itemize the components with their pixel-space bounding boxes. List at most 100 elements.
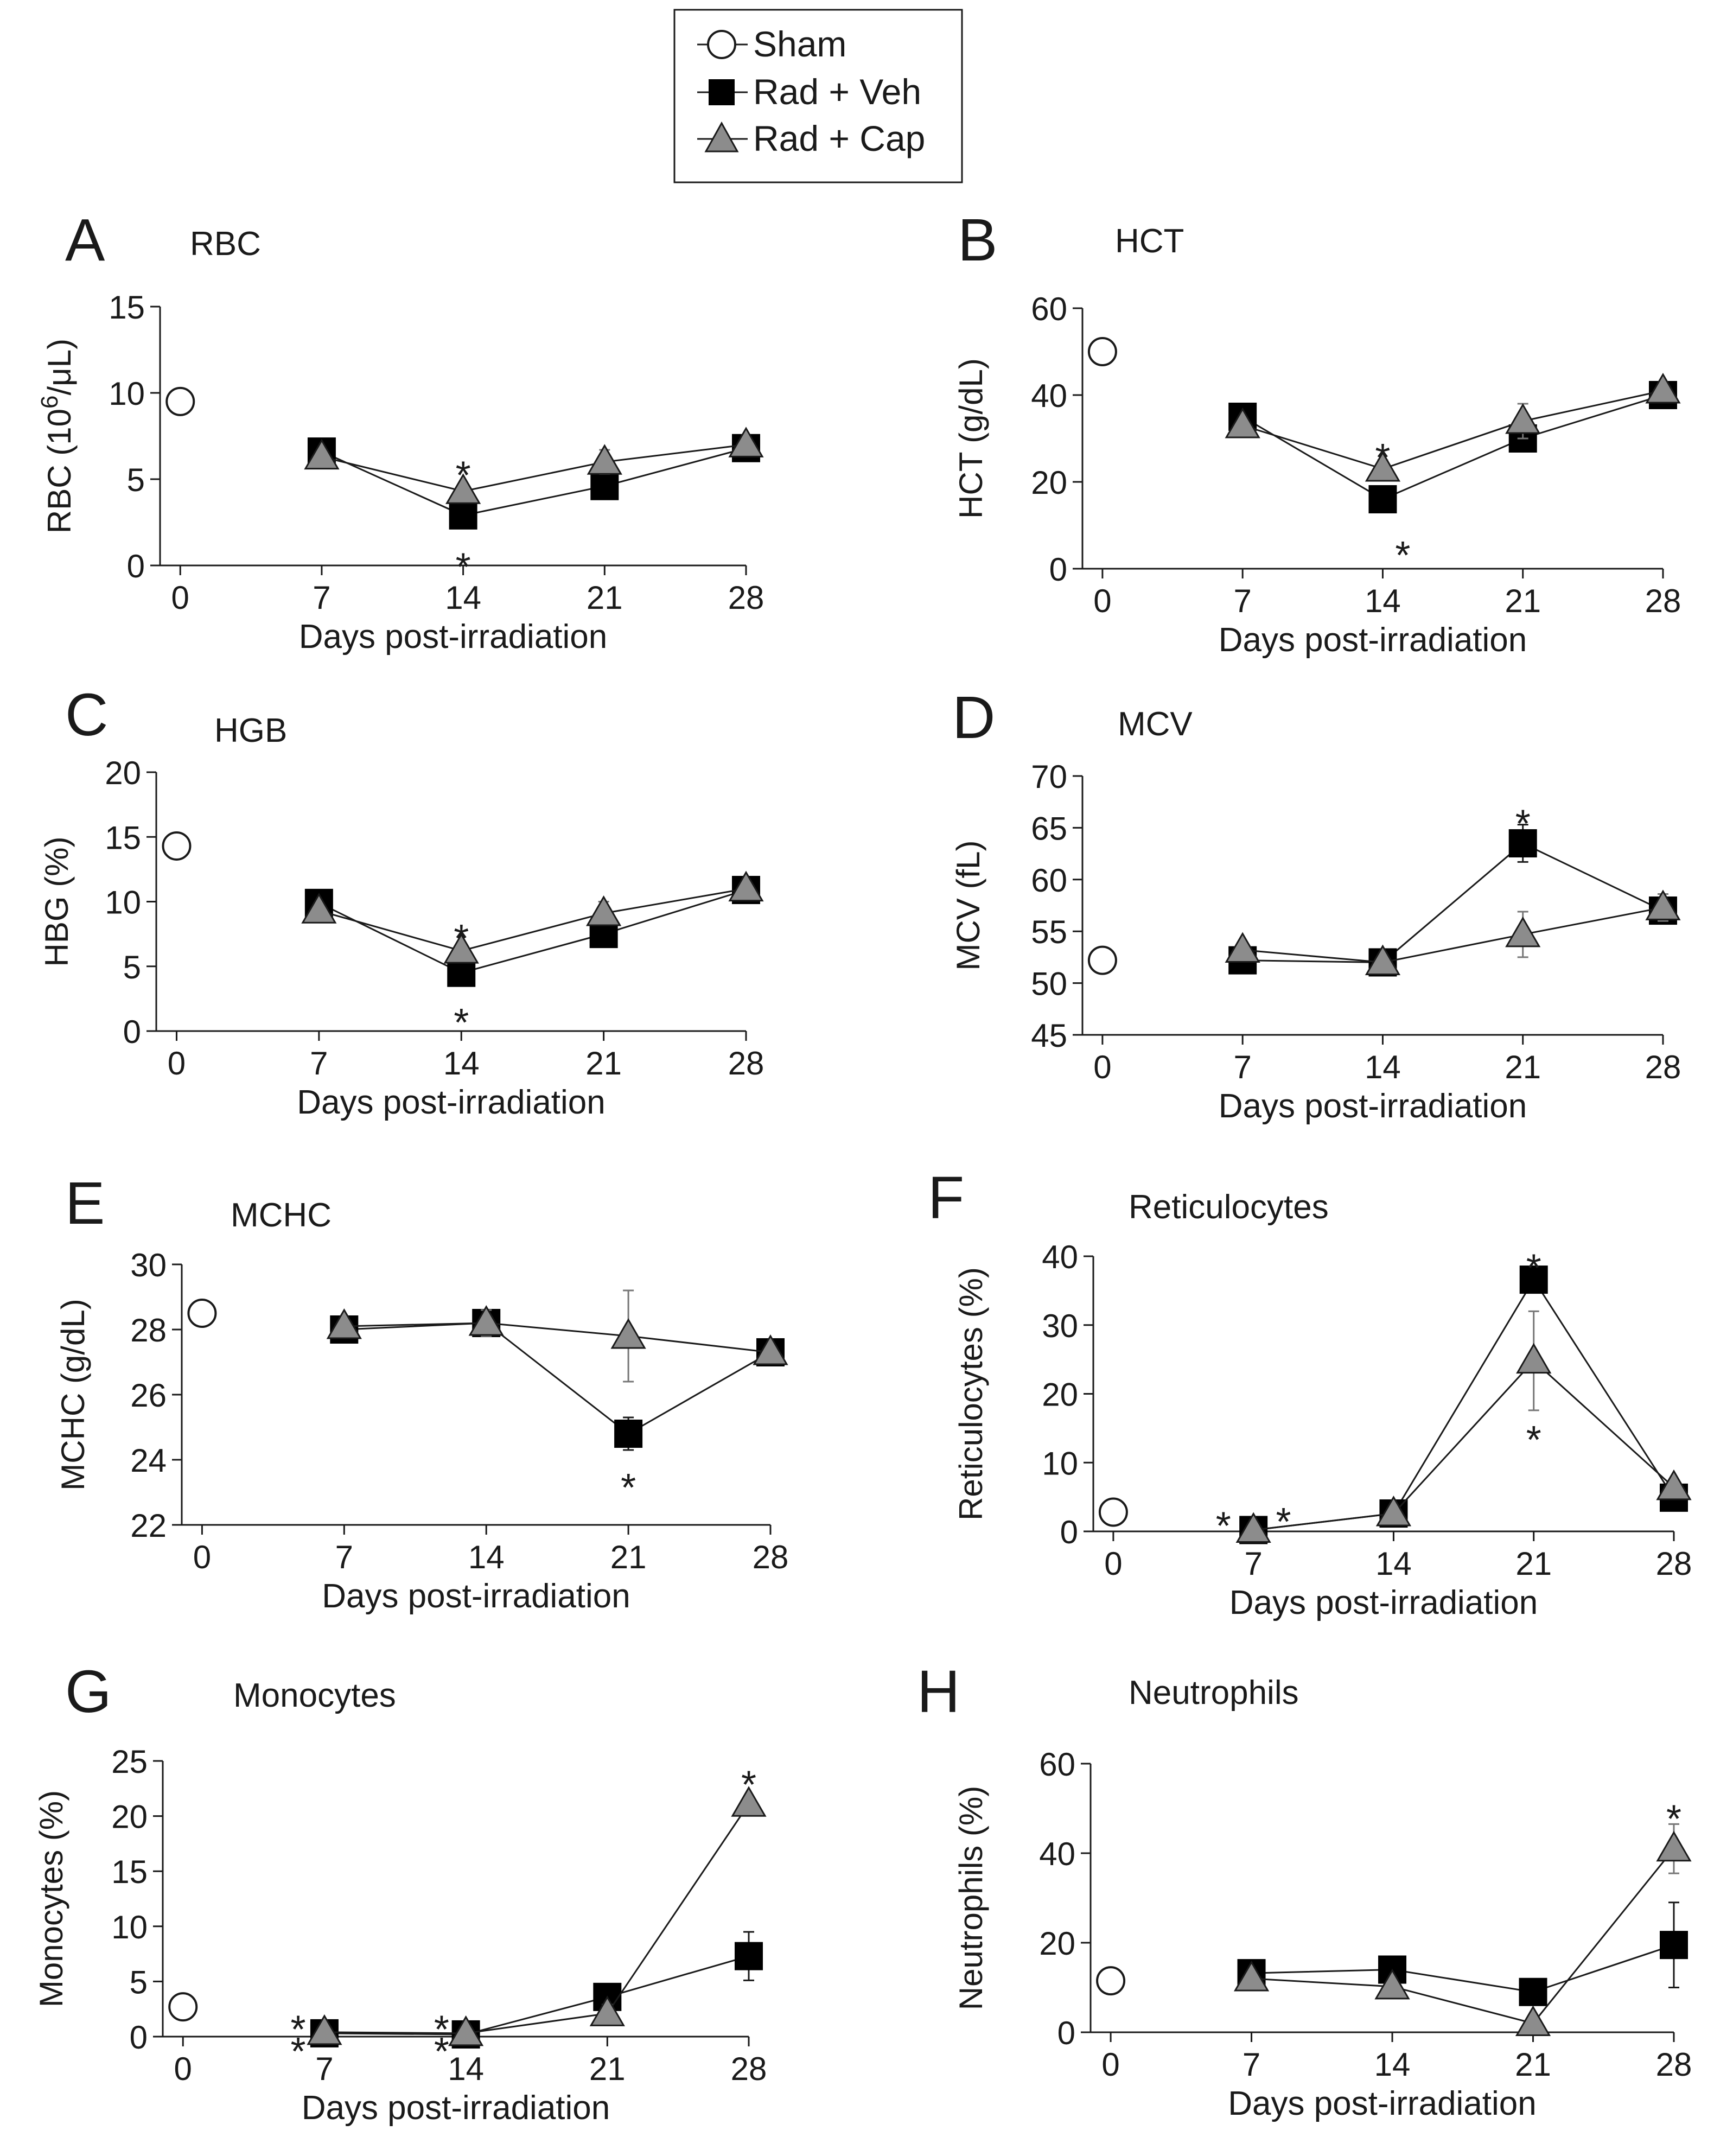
- panel-b-letter: B: [958, 207, 997, 274]
- panel-f-significance-star: *: [1526, 1246, 1541, 1290]
- panel-c-title: HGB: [214, 712, 287, 749]
- panel-g-y-tick-label: 25: [111, 1744, 148, 1780]
- panel-g-cap-point: [731, 1786, 767, 1817]
- panel-f-cap-point: [1375, 1496, 1412, 1527]
- panel-c-letter: C: [65, 682, 108, 748]
- panel-g-x-tick-label: 21: [589, 2051, 626, 2087]
- panel-c-cap-point: [301, 893, 337, 924]
- panel-b-x-tick-label: 28: [1645, 583, 1681, 619]
- panel-f-letter: F: [928, 1165, 964, 1231]
- panel-a-x-label: Days post-irradiation: [299, 618, 608, 656]
- panel-a-line-veh: [321, 447, 747, 517]
- panel-h-x-tick-label: 21: [1515, 2046, 1551, 2083]
- panel-h-line-veh: [1251, 1944, 1674, 1993]
- panel-h-letter: H: [917, 1658, 960, 1725]
- panel-e-cap-point: [326, 1308, 362, 1339]
- panel-g-x-tick-label: 7: [315, 2051, 333, 2087]
- panel-d-cap-point: [1365, 944, 1401, 975]
- panel-d-y-tick-label: 50: [1031, 966, 1067, 1002]
- panels: A RBC 0 5 10 15 0 7 14 21 28 Days post-irradiation R…: [33, 207, 1692, 2127]
- panel-c-x-tick-label: 0: [168, 1045, 186, 1082]
- panel-h-x-label: Days post-irradiation: [1228, 2085, 1537, 2122]
- panel-b-y-label: HCT (g/dL): [953, 358, 989, 519]
- panel-h-y-label: Neutrophils (%): [953, 1786, 989, 2010]
- panel-d-y-tick-label: 60: [1031, 862, 1067, 899]
- panel-f-line-veh: [1253, 1278, 1675, 1531]
- panel-d-x-label: Days post-irradiation: [1219, 1087, 1527, 1125]
- panel-c-cap-point: [586, 895, 622, 926]
- panel-e-x-tick-label: 14: [468, 1539, 505, 1575]
- panel-f-significance-star: *: [1526, 1419, 1541, 1462]
- panel-b-line-cap: [1242, 390, 1664, 470]
- panel-g-significance-star: *: [434, 2008, 449, 2052]
- panel-e-x-tick-label: 28: [753, 1539, 789, 1575]
- panel-d: D MCV 45 50 55 60 65 70 0 7 14 21 28 Days post-irradi…: [950, 684, 1681, 1125]
- panel-f-y-tick-label: 30: [1042, 1308, 1078, 1344]
- panel-h-x-tick-label: 7: [1243, 2046, 1260, 2083]
- panel-e-y-tick-label: 30: [130, 1247, 167, 1283]
- panel-g-x-tick-label: 0: [174, 2051, 192, 2087]
- panel-b-y-tick-label: 60: [1031, 291, 1067, 327]
- legend-box: Sham Rad + Veh Rad + Cap: [673, 9, 963, 183]
- panel-e-x-tick-label: 0: [193, 1539, 211, 1575]
- panel-h-significance-star: *: [1666, 1798, 1681, 1841]
- panel-h-veh-point: [1660, 1931, 1688, 1960]
- panel-h-y-tick-label: 40: [1039, 1836, 1075, 1872]
- panel-a-x-tick-label: 7: [313, 580, 330, 616]
- panel-a-sham-point: [165, 386, 195, 416]
- panel-g-y-tick-label: 20: [111, 1799, 148, 1835]
- panel-d-x-tick-label: 21: [1505, 1049, 1541, 1085]
- panel-e-y-tick-label: 24: [130, 1442, 167, 1479]
- panel-b-x-tick-label: 21: [1505, 583, 1541, 619]
- panel-b-cap-point: [1645, 372, 1681, 404]
- panel-e-y-tick-label: 26: [130, 1377, 167, 1414]
- panel-c-x-label: Days post-irradiation: [297, 1084, 606, 1121]
- panel-h-sham-point: [1096, 1966, 1126, 1996]
- panel-f-x-tick-label: 21: [1515, 1546, 1552, 1582]
- panel-a-cap-point: [445, 473, 481, 504]
- panel-h-y-tick-label: 60: [1039, 1746, 1075, 1783]
- panel-g-y-tick-label: 5: [130, 1964, 148, 2000]
- panel-g-letter: G: [65, 1658, 112, 1725]
- panel-f-x-tick-label: 7: [1244, 1546, 1262, 1582]
- panel-b-title: HCT: [1115, 222, 1184, 260]
- panel-e-line-cap: [344, 1322, 771, 1353]
- panel-a-y-tick-label: 0: [127, 548, 145, 584]
- panel-f-y-tick-label: 0: [1060, 1514, 1078, 1550]
- panel-e-cap-point: [610, 1318, 646, 1349]
- legend-veh-marker: [709, 79, 735, 105]
- panel-d-letter: D: [952, 684, 995, 751]
- panel-f-cap-point: [1516, 1343, 1552, 1374]
- legend-label-rad-veh: Rad + Veh: [753, 72, 921, 112]
- legend-label-sham: Sham: [753, 24, 846, 64]
- panel-d-y-tick-label: 55: [1031, 914, 1067, 950]
- panel-e-title: MCHC: [231, 1197, 332, 1234]
- panel-c-x-tick-label: 7: [310, 1045, 328, 1082]
- panel-f-x-label: Days post-irradiation: [1229, 1584, 1538, 1621]
- panel-f-cap-point: [1656, 1469, 1692, 1500]
- panel-e-y-tick-label: 22: [130, 1508, 167, 1544]
- panel-a-significance-star: *: [456, 454, 471, 498]
- panel-b-cap-point: [1365, 450, 1401, 482]
- panel-a-letter: A: [65, 207, 105, 274]
- panel-g-line-veh: [324, 1955, 749, 2036]
- panel-f-y-tick-label: 10: [1042, 1445, 1078, 1481]
- panel-e-letter: E: [65, 1170, 105, 1237]
- panel-g-significance-star: *: [291, 2008, 306, 2052]
- panel-f-cap-point: [1235, 1512, 1271, 1543]
- panel-h-veh-point: [1519, 1977, 1547, 2006]
- panel-h-x-tick-label: 28: [1656, 2046, 1692, 2083]
- panel-c-y-label: HBG (%): [39, 837, 75, 967]
- panel-b-x-label: Days post-irradiation: [1219, 621, 1527, 659]
- panel-a-line-cap: [321, 443, 747, 492]
- panel-c-line-cap: [318, 888, 747, 952]
- panel-f-veh-point: [1519, 1265, 1548, 1294]
- panel-b-x-tick-label: 14: [1365, 583, 1401, 619]
- panel-c-cap-point: [728, 870, 764, 902]
- panel-g-title: Monocytes: [233, 1677, 396, 1714]
- panel-a-cap-point: [728, 427, 764, 457]
- panel-c-sham-point: [162, 831, 192, 861]
- panel-g-line-cap: [324, 1803, 750, 2034]
- panel-e: E MCHC 22 24 26 28 30 0 7 14 21 28 Days post-irradia…: [55, 1170, 788, 1615]
